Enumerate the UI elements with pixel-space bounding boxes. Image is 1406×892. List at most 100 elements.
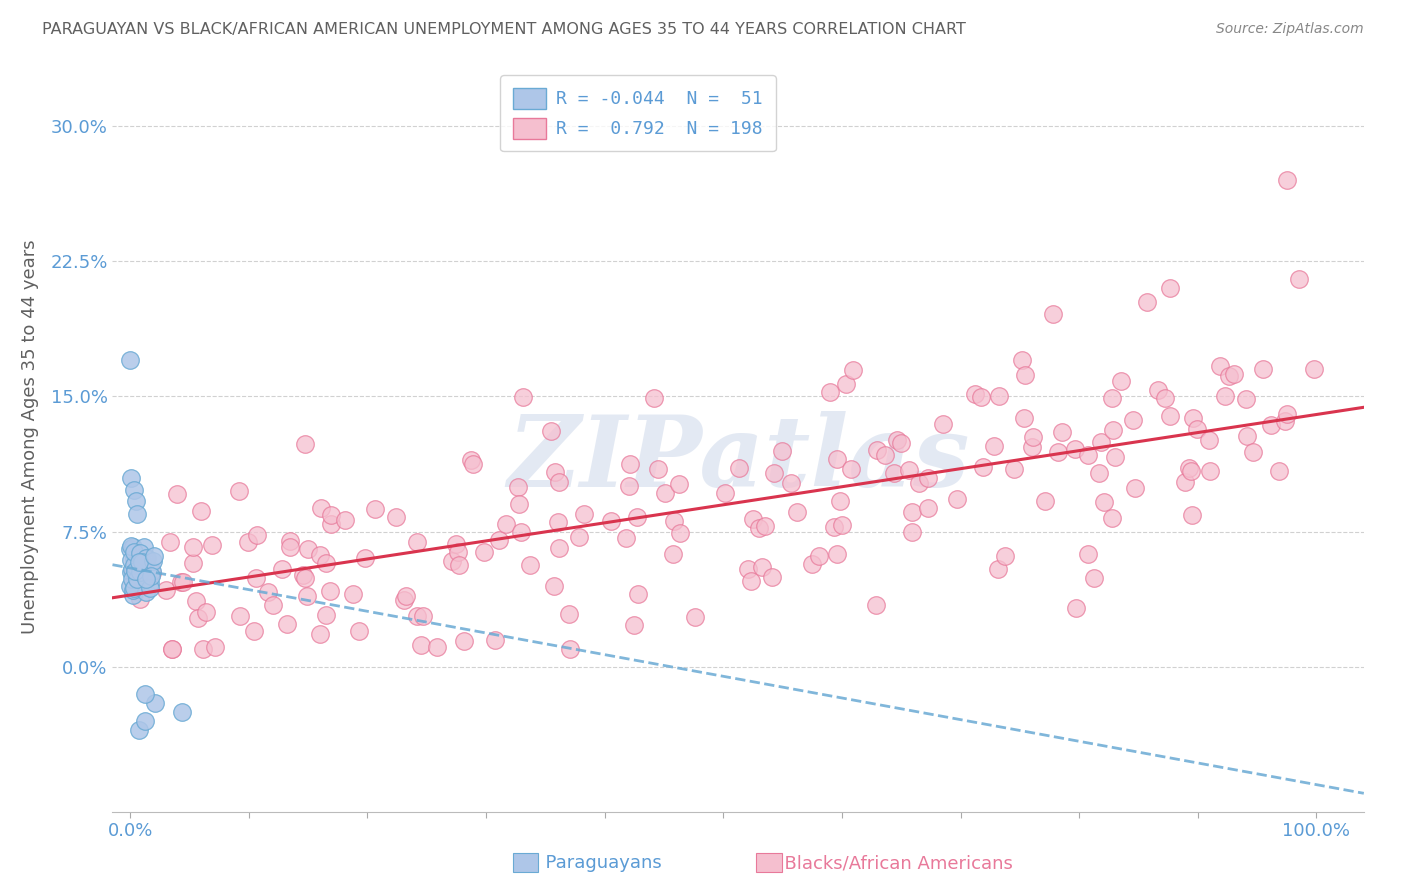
Point (135, 550, 157, 565)
Point (194, 605, 217, 619)
Point (1260, 417, 1282, 432)
Point (568, 530, 591, 544)
Point (1101, 511, 1123, 525)
Point (121, 561, 143, 575)
Point (1042, 307, 1064, 321)
Point (120, 565, 142, 579)
Point (122, 483, 145, 498)
Point (643, 391, 665, 405)
Point (1218, 368, 1240, 383)
Point (297, 541, 319, 556)
Point (1213, 389, 1236, 403)
Point (187, 611, 209, 625)
Point (121, 573, 143, 587)
Point (141, 564, 163, 578)
Point (236, 534, 259, 549)
Point (229, 608, 252, 623)
Point (127, 573, 149, 587)
Point (184, 594, 207, 608)
Point (141, 566, 163, 581)
Point (162, 642, 184, 657)
Point (1123, 481, 1146, 495)
Point (122, 540, 145, 554)
Point (246, 528, 269, 542)
Point (128, 723, 150, 738)
Point (1002, 461, 1025, 475)
Point (127, 567, 149, 582)
Point (988, 389, 1011, 403)
Point (412, 609, 434, 624)
FancyBboxPatch shape (513, 853, 538, 872)
Point (828, 493, 851, 508)
Point (831, 517, 853, 532)
Point (495, 517, 517, 532)
Point (125, 584, 148, 599)
Point (1014, 368, 1036, 383)
Point (647, 462, 669, 476)
Point (1077, 448, 1099, 462)
Point (668, 526, 690, 541)
Point (321, 508, 343, 522)
Y-axis label: Unemployment Among Ages 35 to 44 years: Unemployment Among Ages 35 to 44 years (21, 240, 39, 634)
Point (754, 519, 776, 533)
Point (614, 532, 637, 546)
Point (1050, 425, 1073, 440)
Point (353, 551, 375, 566)
Point (122, 551, 145, 566)
Point (1047, 445, 1070, 459)
Point (808, 549, 831, 563)
Point (364, 502, 387, 516)
Point (770, 444, 793, 458)
Point (122, 582, 145, 596)
Point (762, 466, 785, 480)
Point (409, 639, 432, 653)
Point (548, 475, 571, 489)
Point (761, 570, 783, 584)
Point (311, 500, 333, 515)
Point (547, 515, 569, 529)
Point (124, 567, 146, 582)
Legend: R = -0.044  N =  51, R =  0.792  N = 198: R = -0.044 N = 51, R = 0.792 N = 198 (501, 75, 776, 152)
Point (292, 568, 315, 582)
Point (120, 542, 142, 557)
Point (129, 565, 152, 579)
Point (1253, 362, 1275, 376)
Point (120, 539, 142, 553)
Point (1199, 464, 1222, 478)
Point (309, 626, 332, 640)
Point (134, 687, 156, 701)
Point (309, 549, 332, 563)
Point (1102, 423, 1125, 437)
Point (540, 425, 562, 439)
Point (883, 467, 905, 481)
Point (519, 558, 541, 573)
Point (751, 559, 773, 574)
Point (271, 562, 294, 576)
Point (1288, 272, 1310, 286)
Point (484, 633, 506, 648)
Point (626, 510, 648, 524)
Point (1268, 464, 1291, 478)
Point (315, 556, 337, 570)
Point (125, 556, 148, 570)
Point (134, 574, 156, 588)
Point (135, 585, 157, 599)
Point (1064, 442, 1087, 456)
Point (342, 587, 364, 601)
Point (1223, 367, 1246, 381)
Point (1146, 384, 1168, 398)
Point (128, 555, 150, 569)
Point (172, 574, 194, 589)
Point (139, 569, 162, 583)
Point (120, 579, 142, 593)
Point (132, 541, 155, 555)
FancyBboxPatch shape (756, 853, 782, 872)
Point (276, 617, 298, 632)
Point (572, 507, 595, 521)
Point (297, 589, 319, 603)
Point (835, 377, 858, 392)
Point (278, 540, 301, 554)
Point (120, 353, 142, 368)
Point (664, 514, 686, 528)
Point (619, 458, 641, 472)
